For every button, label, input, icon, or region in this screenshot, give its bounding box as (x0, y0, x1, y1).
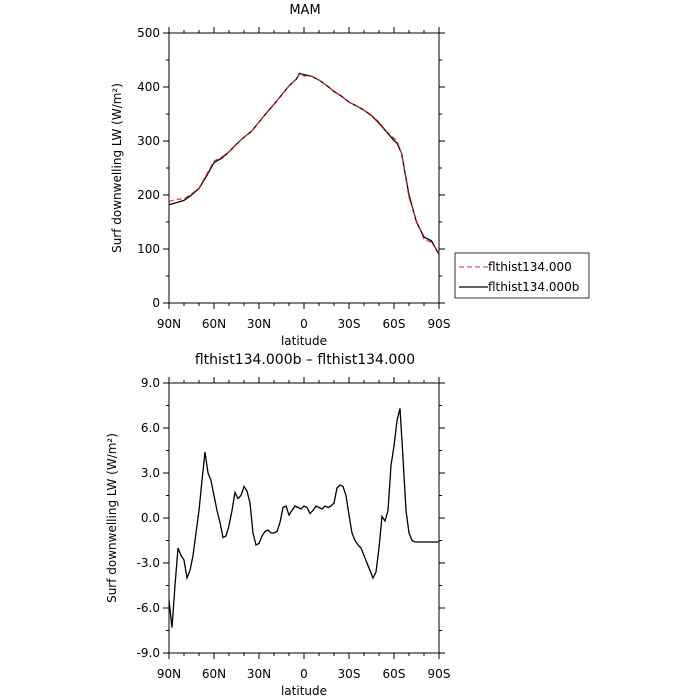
legend-label-flthist134-000: flthist134.000 (488, 260, 572, 274)
y-tick-label: 9.0 (141, 376, 160, 390)
x-tick-label: 60N (202, 667, 226, 681)
x-tick-label: 90S (428, 317, 451, 331)
legend: flthist134.000 flthist134.000b (454, 252, 590, 299)
y-tick-label: 100 (137, 242, 160, 256)
y-tick-label: 3.0 (141, 466, 160, 480)
y-tick-label: 500 (137, 26, 160, 40)
y-tick-label: 200 (137, 188, 160, 202)
y-tick-label: -6.0 (137, 601, 160, 615)
y-tick-label: -3.0 (137, 556, 160, 570)
x-tick-label: 90N (157, 317, 181, 331)
y-tick-label: 6.0 (141, 421, 160, 435)
x-tick-label: 30S (338, 317, 361, 331)
bottom-x-axis-label: latitude (281, 684, 327, 698)
bottom-y-ticks: -9.0 -6.0 -3.0 0.0 3.0 6.0 9.0 (137, 376, 445, 660)
bottom-y-axis-label: Surf downwelling LW (W/m²) (105, 433, 119, 603)
top-x-ticks: 90N 60N 30N 0 30S 60S 90S (157, 27, 451, 331)
x-tick-label: 30N (247, 317, 271, 331)
x-tick-label: 0 (300, 667, 308, 681)
x-tick-label: 60S (383, 667, 406, 681)
y-tick-label: 0.0 (141, 511, 160, 525)
top-panel: MAM 0 100 200 300 400 500 90N 60N 30N 0 30S 60S 90S… (110, 3, 590, 348)
x-tick-label: 90N (157, 667, 181, 681)
top-title: MAM (289, 3, 320, 18)
difference-series-line (168, 408, 439, 628)
y-tick-label: 300 (137, 134, 160, 148)
bottom-title: flthist134.000b – flthist134.000 (195, 352, 415, 368)
series-line-flthist134-000b (168, 72, 440, 255)
x-tick-label: 60N (202, 317, 226, 331)
y-tick-label: -9.0 (137, 646, 160, 660)
top-series-group (168, 71, 440, 255)
x-tick-label: 60S (383, 317, 406, 331)
x-tick-label: 30N (247, 667, 271, 681)
y-tick-label: 0 (152, 296, 160, 310)
bottom-plot-frame (168, 382, 440, 654)
x-tick-label: 90S (428, 667, 451, 681)
top-x-axis-label: latitude (281, 334, 327, 348)
legend-label-flthist134-000b: flthist134.000b (488, 280, 579, 294)
top-y-ticks: 0 100 200 300 400 500 (137, 26, 445, 310)
bottom-panel: flthist134.000b – flthist134.000 -9.0 -6.… (105, 352, 450, 698)
y-tick-label: 400 (137, 80, 160, 94)
x-tick-label: 30S (338, 667, 361, 681)
series-line-flthist134-000 (168, 71, 440, 254)
top-y-axis-label: Surf downwelling LW (W/m²) (110, 83, 124, 253)
bottom-x-ticks: 90N 60N 30N 0 30S 60S 90S (157, 377, 451, 681)
legend-box (454, 252, 590, 299)
x-tick-label: 0 (300, 317, 308, 331)
